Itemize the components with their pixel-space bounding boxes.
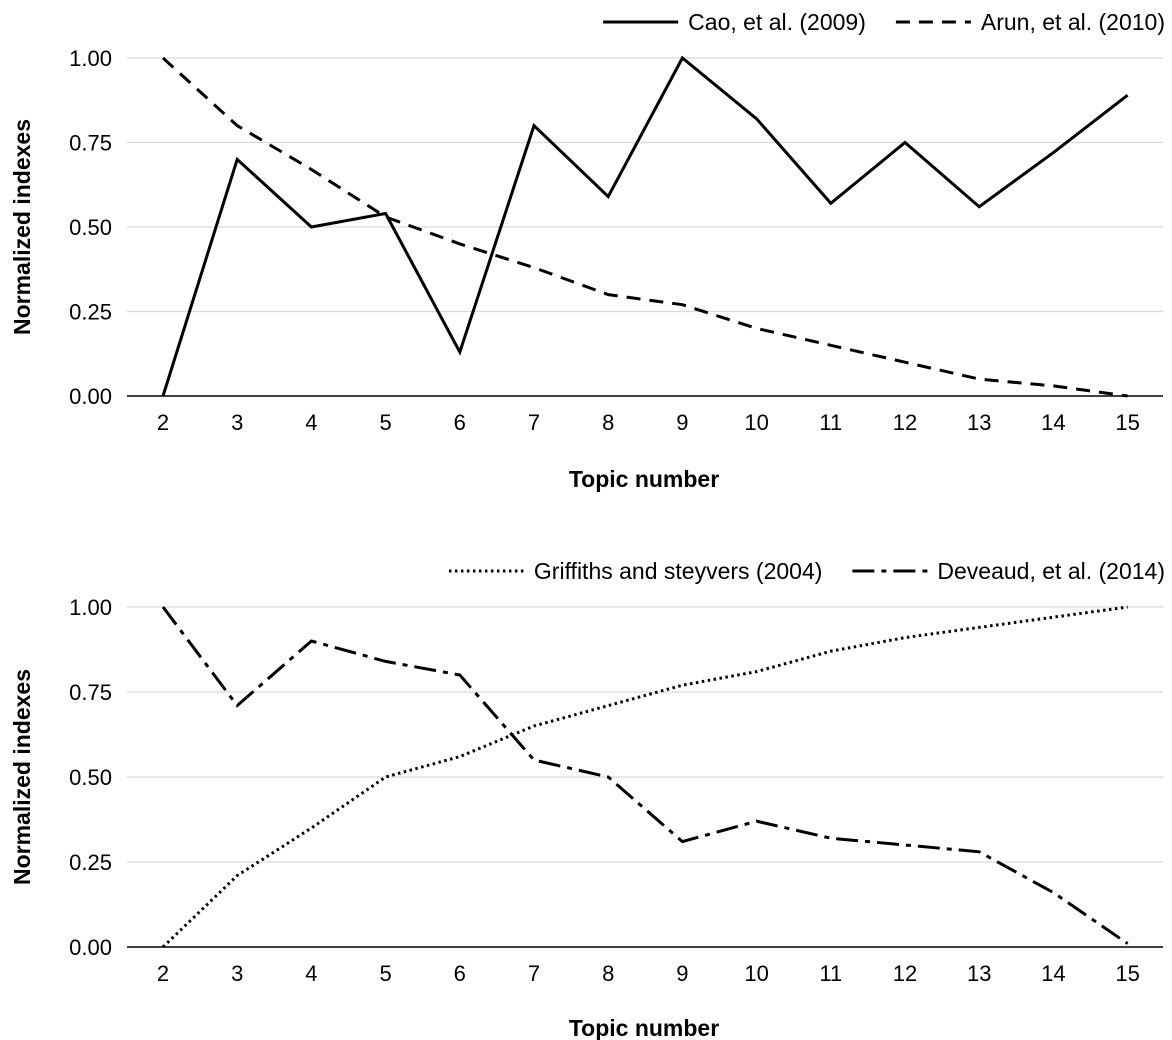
x-tick-label: 10	[744, 410, 768, 435]
x-tick-label: 2	[157, 961, 169, 986]
x-tick-label: 4	[305, 961, 317, 986]
legend-item: Griffiths and steyvers (2004)	[448, 558, 822, 584]
legend: Deveaud, et al. (2014) Griffiths and stey…	[448, 558, 1165, 584]
y-tick-label: 0.50	[69, 765, 112, 790]
x-tick-label: 5	[379, 410, 391, 435]
legend-item: Deveaud, et al. (2014)	[852, 558, 1165, 584]
x-tick-label: 4	[305, 410, 317, 435]
x-tick-label: 6	[454, 410, 466, 435]
bottom-chart-panel: 0.00 0.25 0.50 0.75 1.00 2 3 4 5 6 7 8 9 10 11 12 13 14 15…	[9, 558, 1165, 1040]
legend-item: Cao, et al. (2009)	[603, 9, 866, 35]
x-tick-label: 9	[676, 961, 688, 986]
x-tick-label: 11	[819, 410, 842, 435]
x-tick-label: 15	[1115, 410, 1139, 435]
series-line-dashdot	[161, 606, 1129, 945]
x-tick-label: 6	[454, 961, 466, 986]
x-tick-label: 12	[893, 961, 917, 986]
x-tick-label: 12	[893, 410, 917, 435]
legend-label: Cao, et al. (2009)	[688, 9, 866, 35]
y-tick-label: 0.50	[69, 215, 112, 240]
top-chart-panel: 0.00 0.25 0.50 0.75 1.00 2 3 4 5 6 7 8 9 10 11 12 13 14 15…	[9, 9, 1165, 492]
legend-label: Arun, et al. (2010)	[981, 9, 1165, 35]
y-tick-label: 0.00	[69, 384, 112, 409]
x-axis-title: Topic number	[569, 1015, 719, 1040]
x-tick-label: 15	[1115, 961, 1139, 986]
x-tick-label: 11	[819, 961, 842, 986]
x-tick-label: 14	[1041, 961, 1065, 986]
x-tick-label: 13	[967, 961, 991, 986]
series-line-dashed	[161, 56, 1128, 398]
x-tick-label: 2	[157, 410, 169, 435]
y-axis-title: Normalized indexes	[9, 119, 35, 335]
y-tick-label: 0.75	[69, 131, 112, 156]
y-tick-label: 1.00	[69, 46, 112, 71]
x-tick-label: 7	[528, 961, 540, 986]
x-tick-label: 5	[379, 961, 391, 986]
x-axis-title: Topic number	[569, 466, 719, 492]
y-axis-title: Normalized indexes	[9, 669, 35, 885]
y-tick-label: 1.00	[69, 595, 112, 620]
x-tick-label: 14	[1041, 410, 1065, 435]
y-tick-label: 0.00	[69, 935, 112, 960]
x-tick-label: 7	[528, 410, 540, 435]
x-tick-label: 3	[231, 410, 243, 435]
series-line-dotted	[161, 605, 1128, 949]
x-tick-label: 9	[676, 410, 688, 435]
x-tick-label: 3	[231, 961, 243, 986]
legend: Arun, et al. (2010) Cao, et al. (2009)	[603, 9, 1165, 35]
x-tick-label: 10	[744, 961, 768, 986]
legend-item: Arun, et al. (2010)	[895, 9, 1165, 35]
x-tick-label: 13	[967, 410, 991, 435]
series-line-solid	[161, 55, 1129, 397]
y-tick-label: 0.25	[69, 850, 112, 875]
legend-label: Deveaud, et al. (2014)	[937, 558, 1165, 584]
x-tick-label: 8	[602, 410, 614, 435]
legend-label: Griffiths and steyvers (2004)	[534, 558, 822, 584]
x-tick-label: 8	[602, 961, 614, 986]
y-tick-label: 0.25	[69, 300, 112, 325]
y-tick-label: 0.75	[69, 680, 112, 705]
